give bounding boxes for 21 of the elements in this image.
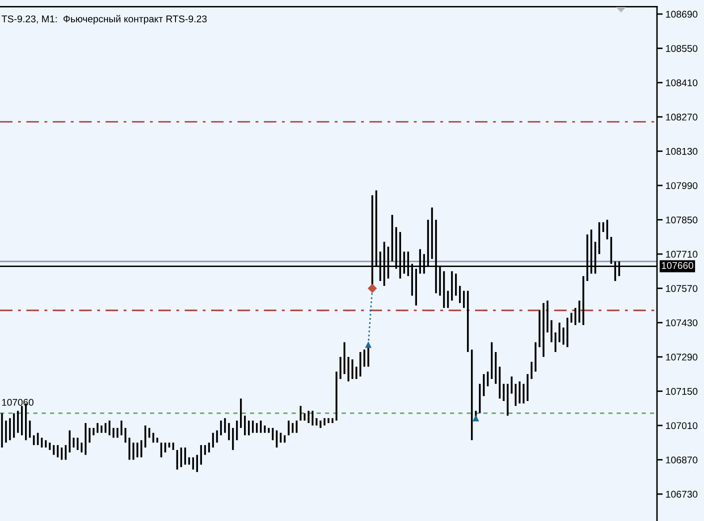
y-tick-label: 107850 [666,216,698,224]
y-tick-label: 107430 [666,319,698,326]
y-tick-label: 107990 [666,182,698,190]
y-tick-label: 107570 [666,285,698,292]
y-tick-label: 108410 [666,79,698,86]
y-tick-label: 106730 [666,490,698,498]
y-tick-label: 108130 [666,148,698,155]
y-tick-label: 107150 [666,388,698,395]
y-tick-label: 107290 [666,354,698,361]
y-tick-label: 107010 [666,422,698,430]
y-tick-label: 106870 [666,456,698,464]
y-tick-label: 108550 [666,45,698,52]
text: TS-9.23, M1: Фьючерсный контракт RTS-9.23 [2,15,207,24]
y-tick-label: 108270 [666,114,698,121]
point [368,284,377,293]
y-tick-label: 107710 [666,250,698,258]
ref-line-label: 107060 [2,398,34,406]
ref-line-label: 107660 [662,262,694,269]
y-tick-label: 108690 [666,10,698,18]
point [472,414,480,422]
point [365,341,372,348]
